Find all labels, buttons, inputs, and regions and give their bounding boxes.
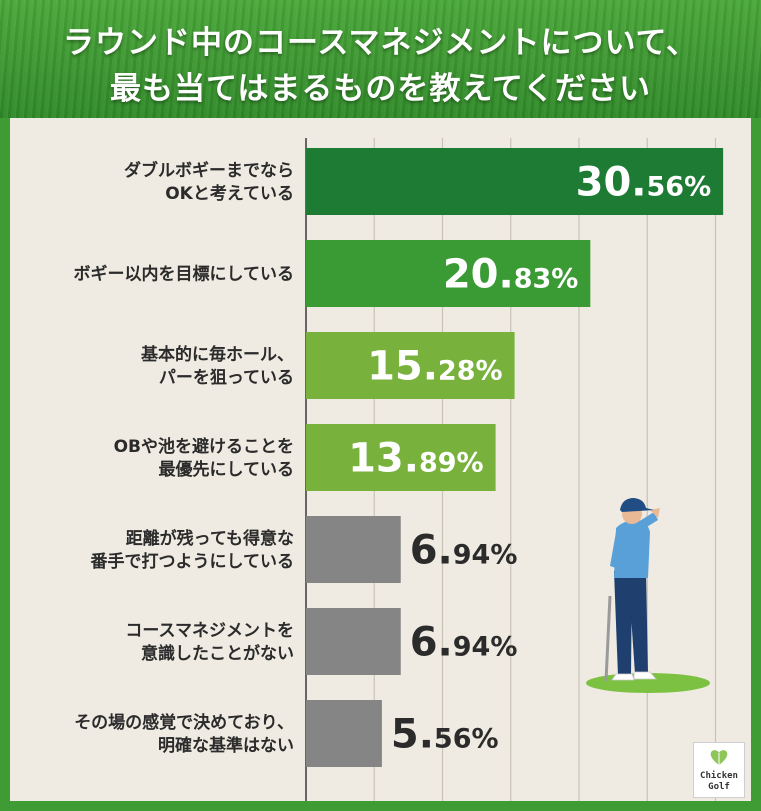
category-label-0: ダブルボギーまでなら OKと考えている [124, 160, 294, 204]
value-label-1: 20.83% [443, 252, 579, 298]
bar-1 [306, 240, 591, 307]
golfer-illustration [586, 498, 710, 693]
header-banner: ラウンド中のコースマネジメントについて、 最も当てはまるものを教えてください [0, 0, 761, 118]
golfer-shoe-left [611, 673, 635, 681]
chart-panel: 30.56% 20.83% 15.28% 13.89% 6.94% 6.94% 5.56% … [10, 118, 751, 801]
golfer-hand [650, 508, 660, 518]
golfer-shoe-right [633, 671, 657, 680]
category-labels: ダブルボギーまでなら OKと考えているボギー以内を目標にしている基本的に毎ホール、… [74, 160, 295, 756]
value-label-5: 6.94% [410, 620, 518, 666]
bar-3 [306, 424, 496, 491]
bar-2 [306, 332, 515, 399]
category-label-2: 基本的に毎ホール、パーを狙っている [140, 344, 294, 388]
category-label-6: その場の感覚で決めており、明確な基準はない [74, 712, 294, 756]
value-label-3: 13.89% [348, 436, 484, 482]
value-label-2: 15.28% [367, 344, 503, 390]
golfer-cap [620, 498, 654, 512]
bar-0 [306, 148, 724, 215]
bar-6 [306, 700, 382, 767]
logo-word-golf: Golf [708, 782, 730, 792]
golf-club [604, 595, 612, 682]
chicken-golf-logo: Chicken Golf [693, 742, 745, 798]
golfer-lower-arm [610, 532, 622, 568]
value-label-0: 30.56% [576, 160, 712, 206]
golfer-left-leg [614, 571, 632, 676]
value-label-6: 5.56% [391, 712, 499, 758]
chart-title-line-2: 最も当てはまるものを教えてください [110, 71, 651, 107]
category-label-5: コースマネジメントを意識したことがない [125, 621, 294, 664]
chart-title-line-1: ラウンド中のコースマネジメントについて、 [62, 25, 699, 61]
golfer-right-leg [628, 571, 648, 674]
bar-5 [306, 608, 401, 675]
golfer-raised-arm [638, 512, 658, 530]
category-label-1: ボギー以内を目標にしている [74, 264, 295, 285]
bar-4 [306, 516, 401, 583]
bars: 30.56% 20.83% 15.28% 13.89% 6.94% 6.94% 5.56% [306, 148, 724, 767]
golfer-shirt [614, 520, 650, 578]
category-label-3: OBや池を避けることを最優先にしている [114, 436, 294, 480]
heart-leaf-icon [710, 750, 728, 765]
category-label-4: 距離が残っても得意な番手で打つようにしている [90, 528, 295, 572]
value-label-4: 6.94% [410, 528, 518, 574]
logo-word-chicken: Chicken [700, 771, 738, 781]
bar-chart: 30.56%20.83%15.28%13.89%6.94%6.94%5.56% … [74, 138, 724, 801]
